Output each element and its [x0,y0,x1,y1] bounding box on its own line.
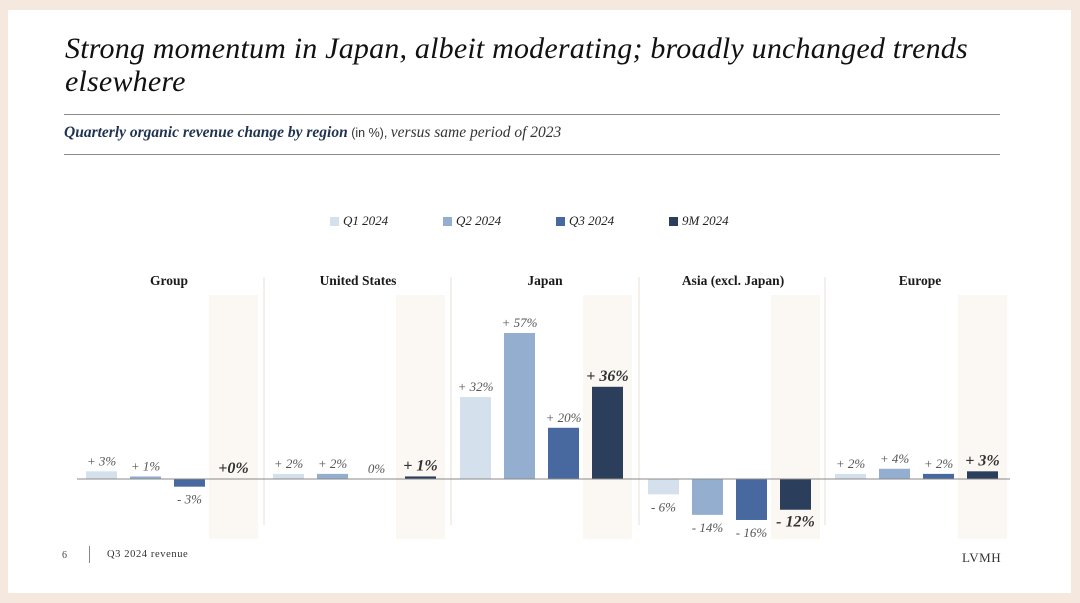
slide-title: Strong momentum in Japan, albeit moderat… [65,32,968,98]
data-label: + 3% [87,453,117,468]
bar [317,473,348,479]
bar [405,476,436,479]
bar [967,471,998,479]
highlight-band-0 [209,295,258,539]
slide [8,10,1071,593]
chart-subtitle: Quarterly organic revenue change by regi… [64,124,561,142]
legend-label-9m: 9M 2024 [682,213,729,228]
legend-item-q3: Q3 2024 [556,213,669,229]
legend-label-q2: Q2 2024 [456,213,502,228]
data-label: - 6% [651,499,676,514]
title-divider [64,114,1000,115]
category-label: United States [320,273,397,288]
legend-swatch-q3 [556,216,565,226]
data-label: - 14% [692,520,724,535]
subtitle-unit: (in %), [347,126,391,140]
brand-logo: LVMH [962,550,1002,565]
page-number: 6 [62,550,67,561]
bar [780,479,811,510]
legend-item-q2: Q2 2024 [443,213,556,229]
data-label: + 36% [586,368,628,385]
bar [835,473,866,479]
category-label: Asia (excl. Japan) [682,273,784,288]
data-label: + 1% [131,458,161,473]
data-label: - 3% [177,492,202,507]
bar [923,473,954,479]
bar [692,479,723,515]
bar [130,476,161,479]
bar [86,471,117,479]
footer-label: Q3 2024 revenue [107,549,189,560]
subtitle-main: Quarterly organic revenue change by regi… [64,124,348,141]
data-label: - 16% [736,525,768,540]
data-label: + 32% [458,379,494,394]
data-label: + 2% [318,456,348,471]
bar [273,473,304,479]
legend-item-9m: 9M 2024 [669,213,782,229]
bar [460,397,491,479]
subtitle-divider [64,154,1000,155]
data-label: +0% [218,460,248,477]
legend-label-q3: Q3 2024 [569,213,615,228]
bar [504,333,535,479]
highlight-band-4 [958,295,1007,539]
bar [592,386,623,479]
bar [648,479,679,495]
data-label: + 2% [924,456,954,471]
data-label: + 57% [502,315,538,330]
data-label: + 20% [546,410,582,425]
data-label: + 2% [836,456,866,471]
bar [879,468,910,479]
category-label: Europe [899,273,942,288]
legend-swatch-9m [669,216,678,226]
legend-swatch-q2 [443,216,452,226]
legend-label-q1: Q1 2024 [343,213,389,228]
data-label: + 4% [880,451,910,466]
data-label: + 2% [274,456,304,471]
highlight-band-1 [396,295,445,539]
data-label: - 12% [776,514,815,531]
bar [548,427,579,479]
data-label: 0% [368,461,386,476]
legend-swatch-q1 [330,216,339,226]
bar [736,479,767,520]
data-label: + 1% [403,457,437,474]
category-label: Japan [527,273,563,288]
data-label: + 3% [965,452,999,469]
category-label: Group [150,273,188,288]
bar [174,479,205,487]
chart-legend: Q1 2024 Q2 2024 Q3 2024 9M 2024 [330,213,782,229]
footer-separator [89,546,90,563]
subtitle-comparison: versus same period of 2023 [390,124,562,141]
legend-item-q1: Q1 2024 [330,213,443,229]
